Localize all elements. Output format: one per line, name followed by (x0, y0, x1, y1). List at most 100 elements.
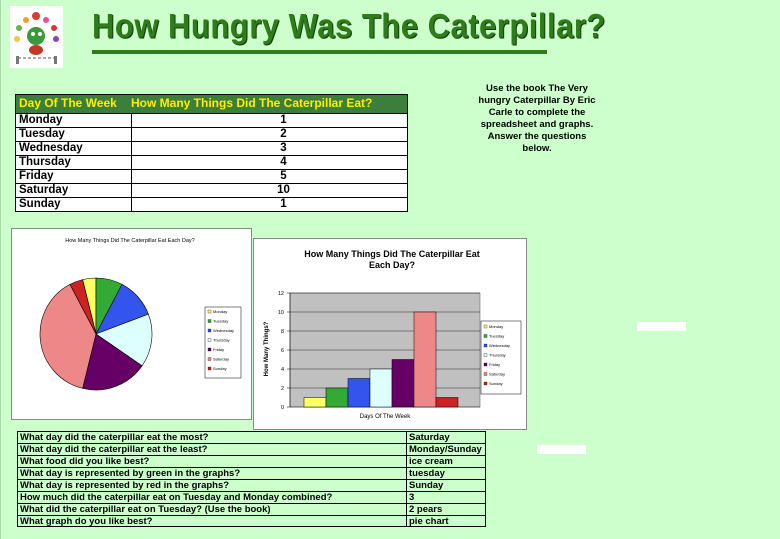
answer-cell[interactable]: tuesday (407, 467, 486, 479)
legend-swatch (483, 362, 488, 367)
pie-slice-saturday[interactable] (39, 284, 97, 389)
table-row: Wednesday 3 (16, 141, 407, 155)
y-tick-label: 10 (278, 310, 284, 316)
legend-label: Wednesday (213, 328, 234, 333)
chart-title: Each Day? (369, 260, 415, 270)
day-cell[interactable]: Tuesday (19, 128, 65, 140)
y-tick-label: 4 (281, 367, 284, 373)
selected-cell[interactable] (637, 322, 686, 331)
legend-label: Friday (213, 347, 224, 352)
question-cell[interactable]: What day is represented by red in the gr… (17, 479, 407, 491)
day-cell[interactable]: Friday (19, 170, 54, 182)
caterpillar-clipart[interactable] (10, 6, 63, 68)
bar-sunday[interactable] (435, 397, 459, 408)
legend-swatch (207, 328, 212, 333)
count-cell[interactable]: 1 (131, 114, 407, 127)
pie-legend: Monday Tuesday Wednesday Thursday Friday Satu… (204, 306, 242, 379)
bar-chart[interactable]: How Many Things Did The Caterpillar Eat E… (253, 238, 527, 430)
sheet-gridline (0, 0, 1, 539)
question-cell[interactable]: What did the caterpillar eat on Tuesday?… (17, 503, 407, 515)
bar-thursday[interactable] (369, 368, 393, 408)
selected-cell[interactable] (537, 445, 586, 454)
answer-cell[interactable]: 3 (407, 491, 486, 503)
bar-friday[interactable] (391, 359, 415, 408)
count-cell[interactable]: 3 (131, 142, 407, 155)
bar-chart-svg: How Many Things Did The Caterpillar EatE… (264, 249, 522, 420)
day-cell[interactable]: Monday (19, 114, 63, 126)
table-row: Tuesday 2 (16, 127, 407, 141)
count-cell[interactable]: 2 (131, 128, 407, 141)
count-cell[interactable]: 1 (131, 198, 407, 211)
question-cell[interactable]: How much did the caterpillar eat on Tues… (17, 491, 407, 503)
legend-label: Friday (489, 362, 500, 367)
question-row: How much did the caterpillar eat on Tues… (17, 491, 486, 503)
y-tick-label: 0 (281, 405, 284, 411)
answer-cell[interactable]: 2 pears (407, 503, 486, 515)
answer-cell[interactable]: ice cream (407, 455, 486, 467)
legend-frame (204, 306, 242, 379)
legend-swatch (207, 347, 212, 352)
day-cell[interactable]: Wednesday (19, 142, 83, 154)
answer-cell[interactable]: pie chart (407, 515, 486, 527)
legend-frame (480, 320, 522, 395)
y-axis-label: How Many Things? (264, 321, 270, 376)
question-cell[interactable]: What graph do you like best? (17, 515, 407, 527)
question-cell[interactable]: What day did the caterpillar eat the mos… (17, 431, 407, 443)
question-row: What did the caterpillar eat on Tuesday?… (17, 503, 486, 515)
header-day[interactable]: Day Of The Week (19, 96, 117, 110)
legend-swatch (207, 338, 212, 342)
pie-slice-sunday[interactable] (69, 279, 97, 335)
page-title: How Hungry Was The Caterpillar? (92, 6, 606, 46)
question-row: What food did you like best? ice cream (17, 455, 486, 467)
question-row: What day did the caterpillar eat the mos… (17, 431, 486, 443)
legend-swatch (483, 343, 488, 348)
legend-label: Monday (489, 324, 503, 329)
legend-label: Sunday (489, 381, 503, 386)
legend-swatch (207, 357, 212, 361)
legend-label: Thursday (489, 353, 506, 358)
answer-cell[interactable]: Monday/Sunday (407, 443, 486, 455)
count-cell[interactable]: 5 (131, 170, 407, 183)
legend-label: Saturday (213, 357, 229, 362)
question-cell[interactable]: What food did you like best? (17, 455, 407, 467)
question-row: What day is represented by green in the … (17, 467, 486, 479)
table-header-row: Day Of The Week How Many Things Did The … (16, 95, 407, 113)
legend-swatch (483, 324, 488, 329)
bar-legend: Monday Tuesday Wednesday Thursday Friday Satu… (480, 320, 522, 395)
count-cell[interactable]: 10 (131, 184, 407, 197)
y-tick-label: 12 (278, 291, 284, 297)
pie-chart-svg: How Many Things Did The Caterpillar Eat … (39, 238, 242, 391)
y-tick-label: 8 (281, 329, 284, 335)
answer-cell[interactable]: Saturday (407, 431, 486, 443)
legend-label: Monday (213, 309, 227, 314)
bar-monday[interactable] (303, 397, 327, 408)
table-row: Saturday 10 (16, 183, 407, 197)
y-tick-label: 2 (281, 386, 284, 392)
question-cell[interactable]: What day did the caterpillar eat the lea… (17, 443, 407, 455)
table-row: Friday 5 (16, 169, 407, 183)
pie-slice-thursday[interactable] (95, 313, 153, 367)
table-row: Monday 1 (16, 113, 407, 127)
bar-tuesday[interactable] (325, 387, 349, 408)
legend-label: Tuesday (213, 319, 228, 324)
day-cell[interactable]: Sunday (19, 198, 61, 210)
legend-label: Tuesday (489, 334, 504, 339)
table-row: Sunday 1 (16, 197, 407, 211)
legend-label: Sunday (213, 366, 227, 371)
day-cell[interactable]: Thursday (19, 156, 71, 168)
count-cell[interactable]: 4 (131, 156, 407, 169)
pie-chart[interactable]: How Many Things Did The Caterpillar Eat … (11, 228, 252, 420)
answer-cell[interactable]: Sunday (407, 479, 486, 491)
title-underline (92, 50, 547, 54)
instructions-text: Use the book The Very hungry Caterpillar… (478, 83, 596, 154)
y-tick-label: 6 (281, 348, 284, 354)
question-row: What graph do you like best? pie chart (17, 515, 486, 527)
bar-wednesday[interactable] (347, 378, 371, 408)
legend-label: Thursday (213, 338, 230, 343)
legend-swatch (483, 372, 488, 376)
question-cell[interactable]: What day is represented by green in the … (17, 467, 407, 479)
header-count[interactable]: How Many Things Did The Caterpillar Eat? (131, 96, 373, 110)
day-cell[interactable]: Saturday (19, 184, 69, 196)
bar-saturday[interactable] (413, 311, 437, 408)
pie-slice-friday[interactable] (82, 333, 143, 391)
